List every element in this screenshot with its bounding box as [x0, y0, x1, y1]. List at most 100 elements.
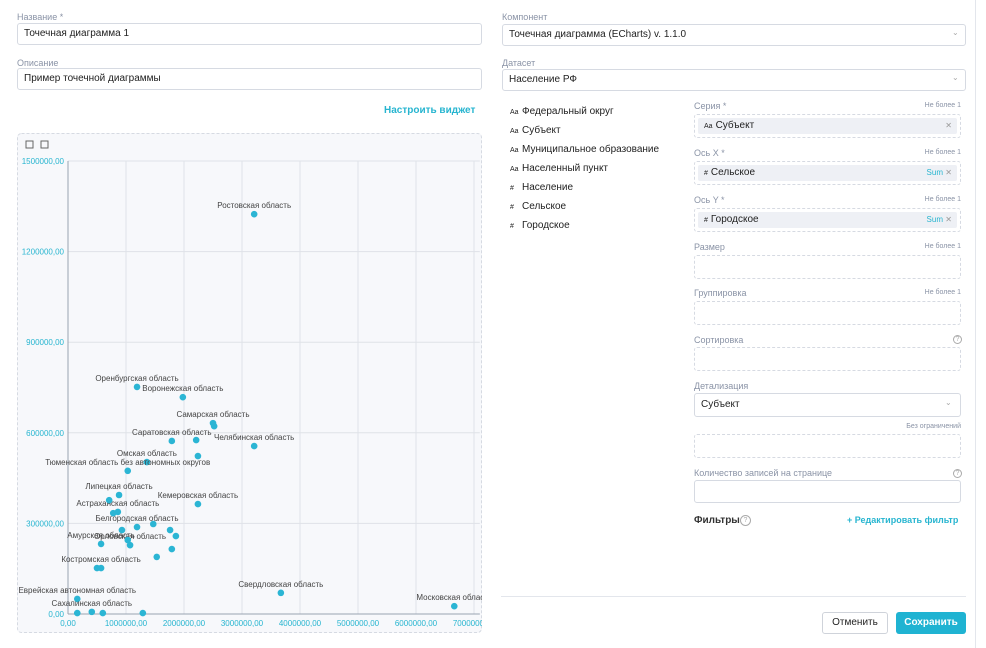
y-tick-label: 0,00	[48, 610, 64, 619]
point	[168, 437, 176, 445]
chip-name: Сельское	[710, 167, 756, 178]
chip-icon: #	[704, 170, 708, 177]
separator	[501, 596, 966, 597]
save-button[interactable]: Сохранить	[896, 612, 966, 634]
dataset-label: Датасет	[502, 58, 536, 68]
component-select[interactable]: Точечная диаграмма (ECharts) v. 1.1.0	[502, 24, 966, 46]
chip-icon: Aa	[704, 123, 713, 130]
chip-agg[interactable]: Sum	[926, 215, 943, 224]
field-item[interactable]: Aa Федеральный округ	[510, 106, 614, 117]
drop-slot[interactable]	[694, 434, 961, 458]
x-tick-label: 3000000,00	[221, 619, 264, 628]
point	[126, 541, 134, 549]
point	[115, 491, 123, 499]
help-icon[interactable]: ?	[953, 469, 962, 478]
point	[250, 442, 258, 450]
point	[194, 452, 202, 460]
chip-agg[interactable]: Sum	[926, 168, 943, 177]
setting-label: Сортировка	[694, 335, 744, 345]
field-item[interactable]: Aa Субъект	[510, 125, 561, 136]
x-tick-label: 0,00	[60, 619, 76, 628]
point	[133, 523, 141, 531]
name-input[interactable]: Точечная диаграмма 1	[17, 23, 482, 45]
drop-slot[interactable]	[694, 255, 961, 279]
field-item[interactable]: # Городское	[510, 220, 570, 231]
scroll-edge	[975, 0, 976, 648]
field-name: Городское	[522, 220, 570, 231]
x-tick-label: 5000000,00	[337, 619, 380, 628]
chevron: ⌄	[952, 73, 959, 82]
drop-slot[interactable]	[694, 347, 961, 371]
edit-filter[interactable]: + Редактировать фильтр	[847, 515, 958, 525]
point	[143, 458, 151, 466]
field-item[interactable]: # Сельское	[510, 201, 566, 212]
field-name: Население	[522, 182, 574, 193]
description-input[interactable]: Пример точечной диаграммы	[17, 68, 482, 90]
setting-hint: Не более 1	[924, 243, 961, 250]
point	[124, 536, 132, 544]
setting-hint: Не более 1	[924, 149, 961, 156]
configure-link[interactable]: Настроить виджет	[384, 105, 476, 116]
point	[210, 422, 218, 430]
setting-hint: Не более 1	[924, 289, 961, 296]
drop-slot[interactable]: # Городское Sum ✕	[694, 208, 961, 232]
reset-icon[interactable]	[40, 140, 49, 149]
help-icon[interactable]: ?	[740, 515, 751, 526]
remove[interactable]: ✕	[945, 215, 952, 224]
point	[153, 553, 161, 561]
field-icon: Aa	[510, 128, 519, 135]
x-tick-label: 4000000,00	[279, 619, 322, 628]
point	[97, 540, 105, 548]
chip: # Городское Sum ✕	[698, 212, 957, 228]
y-tick-label: 1200000,00	[22, 248, 65, 257]
drop-slot[interactable]	[694, 301, 961, 325]
drop-slot[interactable]: Aa Субъект ✕	[694, 114, 961, 138]
drop-slot[interactable]: # Сельское Sum ✕	[694, 161, 961, 185]
point	[192, 436, 200, 444]
field-item[interactable]: Aa Населенный пункт	[510, 163, 608, 174]
zoom-icon[interactable]	[25, 140, 34, 149]
y-tick-label: 600000,00	[26, 429, 64, 438]
y-tick-label: 1500000,00	[22, 157, 65, 166]
point	[172, 532, 180, 540]
remove[interactable]: ✕	[945, 121, 952, 130]
cancel-button[interactable]: Отменить	[822, 612, 888, 634]
setting-label: Детализация	[694, 381, 749, 391]
point	[99, 609, 107, 617]
field-item[interactable]: # Население	[510, 182, 573, 193]
point-label: Астраханская область	[76, 499, 159, 508]
field-name: Сельское	[522, 201, 567, 212]
dataset-select[interactable]: Население РФ	[502, 69, 966, 91]
point	[166, 526, 174, 534]
x-tick-label: 1000000,00	[105, 619, 148, 628]
page-size-input[interactable]	[694, 480, 961, 503]
detail-select[interactable]: Субъект	[694, 393, 961, 417]
point	[179, 393, 187, 401]
chevron: ⌄	[952, 28, 959, 37]
point	[194, 500, 202, 508]
point-label: Амурская область	[67, 531, 135, 540]
point	[109, 509, 117, 517]
field-icon: Aa	[510, 166, 519, 173]
y-tick-label: 300000,00	[26, 519, 64, 528]
point-label: Свердловская область	[238, 580, 323, 589]
point-label: Тюменская область без автономных округов	[45, 458, 210, 467]
point-label: Саратовская область	[132, 428, 212, 437]
setting-label: Ось X *	[694, 148, 725, 158]
point-label: Оренбургская область	[95, 374, 178, 383]
field-item[interactable]: Aa Муниципальное образование	[510, 144, 659, 155]
setting-label: Серия *	[694, 101, 727, 111]
field-icon: #	[510, 204, 514, 211]
chip-icon: #	[704, 217, 708, 224]
point	[93, 564, 101, 572]
field-icon: #	[510, 223, 514, 230]
x-tick-label: 7000000,00	[453, 619, 482, 628]
field-name: Населенный пункт	[522, 163, 609, 174]
point	[277, 589, 285, 597]
setting-hint: Не более 1	[924, 196, 961, 203]
point	[118, 526, 126, 534]
filters-label: Фильтры	[694, 515, 740, 526]
remove[interactable]: ✕	[945, 168, 952, 177]
help-icon[interactable]: ?	[953, 335, 962, 344]
field-icon: Aa	[510, 147, 519, 154]
